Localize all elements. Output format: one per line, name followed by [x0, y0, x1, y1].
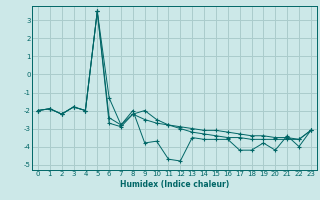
X-axis label: Humidex (Indice chaleur): Humidex (Indice chaleur) [120, 180, 229, 189]
